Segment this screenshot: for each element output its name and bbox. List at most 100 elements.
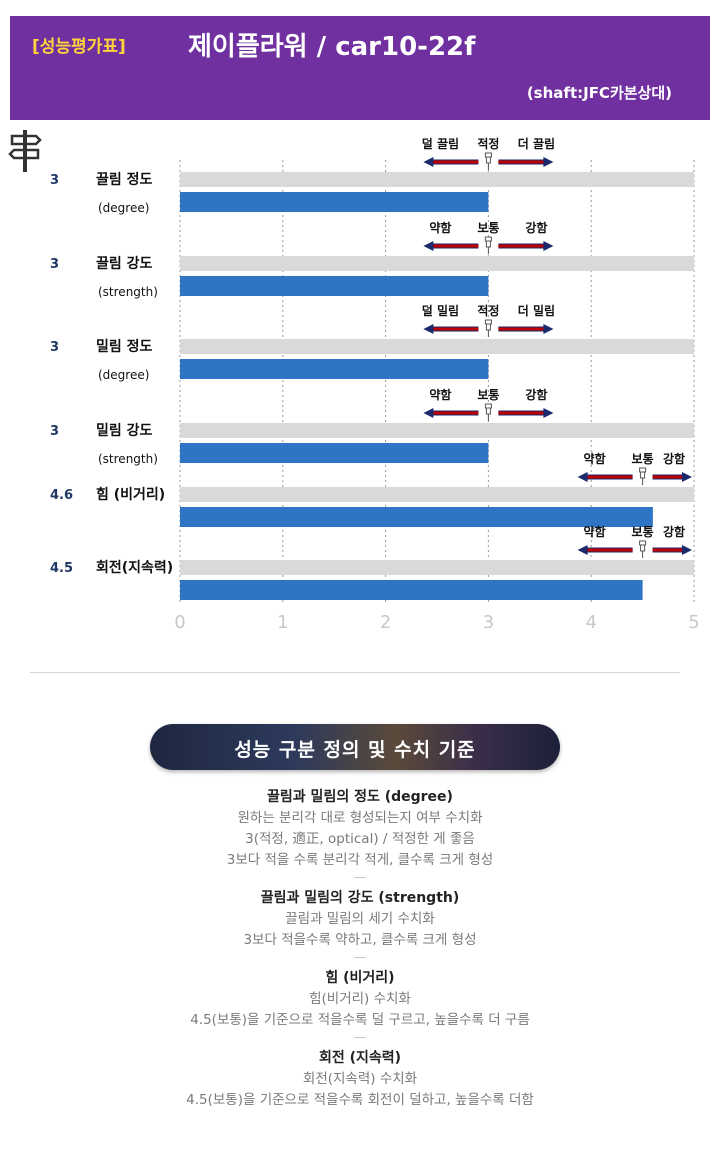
gray-track — [180, 172, 694, 187]
pushpin-icon — [639, 540, 647, 558]
pin-body — [640, 471, 646, 479]
definitions: 끌림과 밀림의 정도 (degree) 원하는 분리각 대로 형성되는지 여부 수… — [0, 786, 720, 1115]
score-value: 3 — [50, 173, 59, 188]
gray-track — [180, 560, 694, 575]
score-value: 4.5 — [50, 561, 73, 576]
row-label: 끌림 강도 — [96, 255, 153, 272]
pushpin-icon — [639, 467, 647, 485]
pin-head — [639, 540, 647, 546]
definition-line: 원하는 분리각 대로 형성되는지 여부 수치화 — [237, 810, 483, 826]
pin-body — [485, 240, 491, 248]
pushpin-icon — [484, 319, 492, 337]
x-tick-label: 3 — [483, 612, 494, 633]
separator: — — [354, 950, 366, 964]
scale-high-label: 더 밀림 — [518, 303, 555, 318]
score-value: 3 — [50, 257, 59, 272]
separator: — — [354, 870, 366, 884]
value-bar — [180, 507, 653, 527]
scale-low-label: 덜 밀림 — [422, 304, 459, 318]
row-label: 회전(지속력) — [96, 559, 173, 576]
definition-title: 힘 (비거리) — [325, 970, 395, 986]
scale-high-label: 강함 — [525, 220, 547, 235]
page-title: 제이플라워 / car10-22f — [188, 32, 476, 62]
row-sublabel: (degree) — [98, 201, 149, 215]
arrow-head-right — [543, 157, 554, 167]
scale-high-label: 강함 — [663, 451, 685, 466]
arrow-head-left — [423, 241, 434, 251]
scale-high-label: 강함 — [525, 387, 547, 402]
definition-block: 회전 (지속력) 회전(지속력) 수치화 4.5(보통)을 기준으로 적을수록 회전… — [0, 1047, 720, 1111]
arrow-head-left — [423, 324, 434, 334]
definition-line: 3보다 적을 수록 분리각 적게, 클수록 크게 형성 — [226, 852, 494, 868]
definition-line: 3(적정, 適正, optical) / 적정한 게 좋음 — [245, 831, 475, 847]
value-bar — [180, 443, 489, 463]
definition-line: 3보다 적을수록 약하고, 클수록 크게 형성 — [243, 932, 477, 948]
separator: — — [354, 1030, 366, 1044]
gray-track — [180, 256, 694, 271]
scale-low-label: 약함 — [584, 524, 606, 539]
header-subtitle: (shaft:JFC카본상대) — [526, 84, 672, 102]
section-title: 성능 구분 정의 및 수치 기준 — [234, 739, 476, 761]
row-label: 밀림 정도 — [96, 338, 153, 355]
arrow-head-left — [577, 472, 588, 482]
pin-body — [640, 544, 646, 552]
x-tick-label: 2 — [380, 612, 391, 633]
gray-track — [180, 339, 694, 354]
header-tag: [성능평가표] — [32, 37, 126, 57]
pin-head — [484, 403, 492, 409]
gray-track — [180, 423, 694, 438]
arrow-head-right — [543, 241, 554, 251]
scale-high-label: 더 끌림 — [518, 136, 555, 151]
definition-line: 힘(비거리) 수치화 — [309, 991, 411, 1007]
arrow-head-left — [423, 408, 434, 418]
row-label: 힘 (비거리) — [96, 486, 165, 503]
value-bar — [180, 359, 489, 379]
scale-mid-label: 적정 — [477, 136, 499, 151]
row-sublabel: (strength) — [98, 452, 158, 466]
scale-low-label: 덜 끌림 — [422, 137, 459, 151]
row-sublabel: (degree) — [98, 368, 149, 382]
pin-head — [484, 236, 492, 242]
arrow-head-right — [543, 324, 554, 334]
pin-head — [639, 467, 647, 473]
definition-title: 끌림과 밀림의 정도 (degree) — [267, 789, 453, 805]
pin-body — [485, 156, 491, 164]
divider — [30, 672, 680, 673]
scale-low-label: 약함 — [584, 451, 606, 466]
x-tick-label: 0 — [174, 612, 185, 633]
x-tick-label: 1 — [277, 612, 288, 633]
header-banner: [성능평가표] 제이플라워 / car10-22f (shaft:JFC카본상대… — [10, 16, 710, 120]
pushpin-icon — [484, 152, 492, 170]
pin-body — [485, 323, 491, 331]
x-tick-label: 5 — [688, 612, 699, 633]
score-value: 3 — [50, 340, 59, 355]
scale-mid-label: 적정 — [477, 303, 499, 318]
value-bar — [180, 580, 643, 600]
score-value: 3 — [50, 424, 59, 439]
pin-head — [484, 152, 492, 158]
signpost-icon — [8, 130, 42, 172]
performance-chart: 0 1 2 3 4 53 끌림 정도(degree)덜 끌림 적정 더 끌림3 끌림 강도(str… — [50, 136, 700, 633]
definition-block: 힘 (비거리) 힘(비거리) 수치화 4.5(보통)을 기준으로 적을수록 덜 구르… — [0, 967, 720, 1043]
gray-track — [180, 487, 694, 502]
definition-title: 끌림과 밀림의 강도 (strength) — [260, 890, 460, 906]
scale-mid-label: 보통 — [477, 387, 499, 402]
pin-body — [485, 407, 491, 415]
pushpin-icon — [484, 403, 492, 421]
value-bar — [180, 192, 489, 212]
scale-low-label: 약함 — [429, 387, 451, 402]
pushpin-icon — [484, 236, 492, 254]
definition-block: 끌림과 밀림의 강도 (strength) 끌림과 밀림의 세기 수치화 3보다 적… — [0, 887, 720, 963]
scale-low-label: 약함 — [429, 220, 451, 235]
arrow-head-right — [682, 545, 692, 555]
value-bar — [180, 276, 489, 296]
arrow-head-right — [682, 472, 692, 482]
definition-line: 회전(지속력) 수치화 — [302, 1071, 418, 1087]
arrow-head-right — [543, 408, 554, 418]
x-tick-label: 4 — [585, 612, 596, 633]
scale-high-label: 강함 — [663, 524, 685, 539]
row-label: 밀림 강도 — [96, 422, 153, 439]
scale-mid-label: 보통 — [632, 451, 654, 466]
definition-block: 끌림과 밀림의 정도 (degree) 원하는 분리각 대로 형성되는지 여부 수… — [0, 786, 720, 883]
arrow-head-left — [577, 545, 588, 555]
